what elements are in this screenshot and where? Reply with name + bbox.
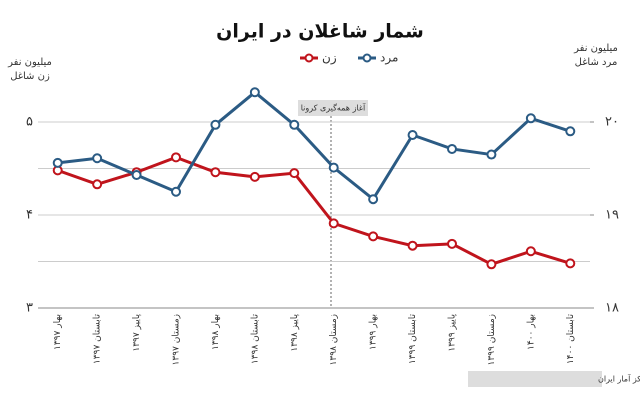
annotation-box [298, 100, 368, 116]
x-tick-label: زمستان ۱۳۹۸ [329, 314, 339, 365]
x-tick-label: بهار ۱۳۹۷ [53, 314, 63, 350]
point [210, 119, 221, 130]
point [368, 231, 379, 242]
y2-axis-label: میلیون نفر [573, 43, 618, 54]
x-tick-label: تابستان ۱۳۹۷ [93, 314, 103, 365]
y-axis-label: میلیون نفر [7, 57, 52, 68]
x-tick-label: تابستان ۱۳۹۸ [250, 314, 260, 365]
x-tick-label: پاییز ۱۳۹۹ [448, 314, 458, 352]
point [328, 218, 339, 229]
point [289, 119, 300, 130]
source-box [468, 371, 602, 387]
point [131, 170, 142, 181]
y-axis-label: زن شاغل [10, 71, 50, 82]
point [92, 153, 103, 164]
x-tick-label: تابستان ۱۳۹۹ [408, 314, 418, 365]
point [407, 240, 418, 251]
point [368, 194, 379, 205]
x-tick-label: پاییز ۱۳۹۸ [290, 314, 300, 352]
point [210, 167, 221, 178]
x-tick-label: زمستان ۱۳۹۹ [487, 314, 497, 365]
legend-marker [304, 53, 314, 63]
y2-tick-label: ۱۸ [605, 301, 619, 316]
point [447, 143, 457, 154]
point [249, 87, 260, 98]
y2-axis-label: مرد شاغل [575, 57, 618, 68]
x-tick-label: بهار ۱۴۰۰ [526, 314, 536, 350]
x-tick-label: بهار ۱۳۹۹ [369, 314, 379, 350]
point [565, 126, 576, 137]
point [92, 179, 103, 190]
x-tick-label: تابستان ۱۴۰۰ [566, 314, 576, 365]
y2-tick-label: ۲۰ [605, 115, 619, 130]
legend-label: زن [322, 51, 337, 66]
x-tick-label: زمستان ۱۳۹۷ [172, 314, 182, 365]
series-line [57, 90, 571, 202]
y-tick-label: ۳ [26, 301, 33, 316]
y-tick-label: ۴ [26, 208, 33, 223]
series-line [57, 155, 571, 266]
point [249, 171, 260, 182]
point [328, 162, 339, 173]
point [486, 149, 497, 160]
point [525, 113, 536, 124]
annotation: آغاز همه‌گیری کرونا [301, 103, 366, 113]
point [171, 186, 181, 197]
source: منبع: گزارش‌های فصلی مرکز آمار ایران [598, 374, 640, 384]
point [486, 259, 497, 270]
y-tick-label: ۵ [26, 115, 33, 130]
chart-title: شمار شاغلان در ایران [216, 21, 424, 43]
y2-tick-label: ۱۹ [605, 208, 619, 223]
point [289, 168, 300, 179]
point [407, 130, 418, 141]
point [171, 152, 181, 163]
legend-label: مرد [380, 51, 398, 66]
point [447, 238, 457, 249]
x-tick-label: پاییز ۱۳۹۷ [132, 314, 142, 352]
legend-marker [362, 53, 372, 63]
point [525, 246, 536, 257]
point [565, 258, 576, 269]
point [52, 157, 63, 168]
x-tick-label: بهار ۱۳۹۸ [211, 314, 221, 350]
